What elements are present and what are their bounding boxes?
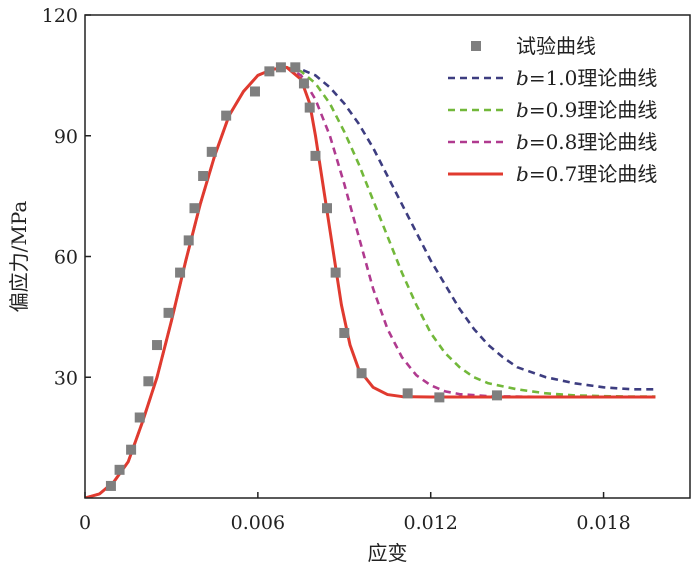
test-point: [126, 444, 137, 455]
y-tick-label: 30: [54, 367, 78, 389]
y-tick-label: 120: [42, 5, 78, 27]
test-point: [163, 307, 174, 318]
test-point: [290, 62, 301, 73]
legend-marker: [471, 41, 481, 51]
test-point: [152, 340, 163, 351]
test-point: [249, 86, 260, 97]
test-point: [264, 66, 275, 77]
test-point: [134, 412, 145, 423]
y-axis-title: 偏应力/MPa: [7, 201, 31, 313]
test-point: [183, 235, 194, 246]
x-tick-label: 0.006: [231, 512, 285, 534]
x-tick-label: 0.018: [576, 512, 630, 534]
y-tick-label: 60: [54, 247, 78, 269]
x-tick-label: 0: [79, 512, 91, 534]
test-point: [304, 102, 315, 113]
test-point: [330, 267, 341, 278]
legend: 试验曲线 b=1.0理论曲线 b=0.9理论曲线 b=0.8理论曲线 b=0.7理论曲线: [448, 34, 657, 186]
test-point: [114, 464, 125, 475]
test-point: [339, 327, 350, 338]
legend-label: b=0.9理论曲线: [516, 98, 657, 122]
test-point: [322, 203, 332, 214]
x-tick-label: 0.012: [404, 512, 458, 534]
test-point: [298, 78, 309, 89]
series-layer: [85, 62, 656, 498]
test-point: [310, 150, 321, 161]
test-point: [275, 62, 286, 73]
ticks-layer: 0 0.006 0.012 0.018 30 60 90 120: [42, 5, 631, 534]
test-point: [175, 267, 186, 278]
legend-label: b=0.7理论曲线: [516, 162, 657, 186]
y-tick-label: 90: [54, 126, 78, 148]
test-point: [221, 110, 232, 121]
test-point: [189, 203, 200, 214]
legend-label: b=1.0理论曲线: [516, 66, 657, 90]
test-point: [143, 376, 154, 387]
test-point: [491, 390, 502, 401]
test-point: [402, 388, 413, 399]
x-axis-title: 应变: [368, 541, 408, 565]
legend-label: 试验曲线: [516, 34, 596, 58]
test-point: [105, 480, 116, 491]
test-point: [356, 368, 367, 379]
test-point: [206, 146, 217, 157]
legend-label: b=0.8理论曲线: [516, 130, 657, 154]
test-point: [198, 171, 209, 181]
test-point: [434, 392, 445, 403]
